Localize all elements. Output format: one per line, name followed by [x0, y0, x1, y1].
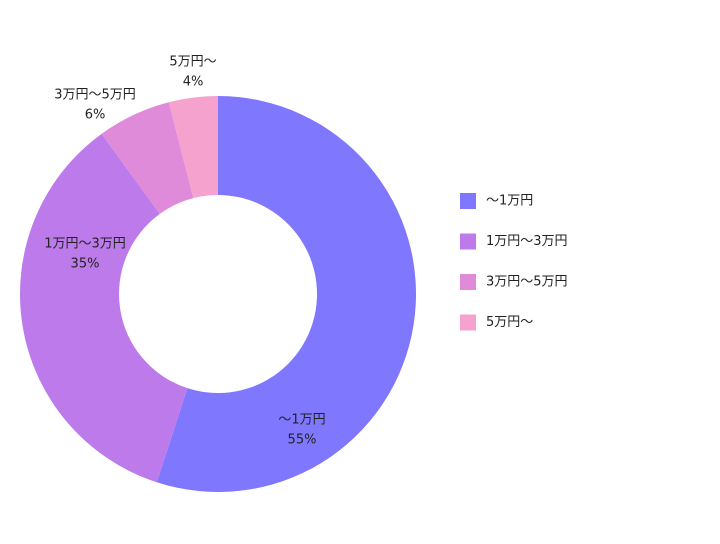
slice-label: 1万円〜3万円: [44, 237, 126, 252]
slice-value-label: 6%: [85, 108, 106, 123]
donut-slice: [101, 102, 194, 214]
slice-label: 〜1万円: [278, 413, 325, 428]
donut-slice: [168, 96, 218, 199]
legend-label: 1万円〜3万円: [486, 234, 568, 249]
legend-label: 5万円〜: [486, 315, 533, 330]
slice-value-label: 4%: [183, 75, 204, 90]
slice-value-label: 35%: [71, 257, 100, 272]
slice-label: 5万円〜: [169, 55, 216, 70]
legend-label: 3万円〜5万円: [486, 275, 568, 290]
donut-slice: [156, 96, 417, 493]
legend-swatch: [460, 193, 476, 209]
legend-swatch: [460, 233, 476, 250]
legend-swatch: [460, 274, 476, 290]
legend-label: 〜1万円: [486, 194, 533, 209]
slice-label: 3万円〜5万円: [54, 88, 136, 103]
slice-value-label: 55%: [288, 433, 317, 448]
legend-swatch: [460, 314, 476, 331]
donut-slice: [20, 133, 188, 483]
